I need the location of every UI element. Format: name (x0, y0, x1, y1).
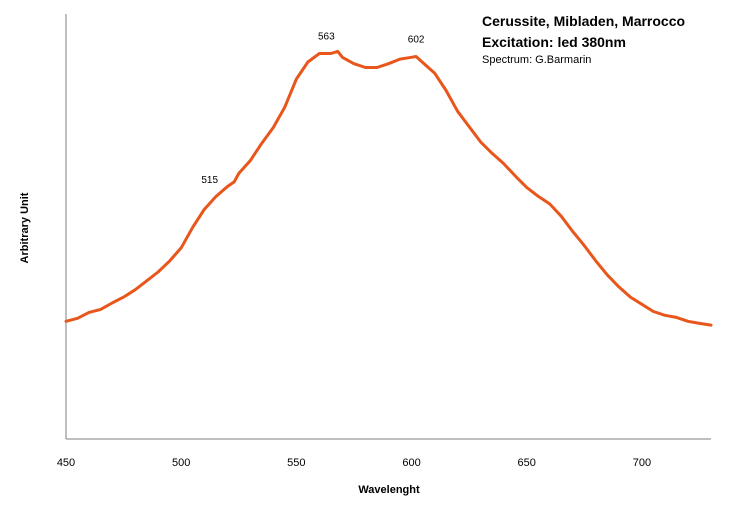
peak-annotation: 602 (408, 35, 425, 46)
x-tick-label: 650 (518, 457, 536, 469)
x-tick-label: 600 (402, 457, 420, 469)
series-line-emission-spectrum (64, 49, 713, 327)
chart-credit: Spectrum: G.Barmarin (482, 54, 591, 66)
peak-annotation: 563 (318, 32, 335, 43)
y-axis-title: Arbitrary Unit (19, 192, 31, 263)
peak-annotation: 515 (201, 175, 218, 186)
x-tick-labels: 450 500 550 600 650 700 (57, 457, 651, 469)
x-tick-label: 550 (287, 457, 305, 469)
x-tick-label: 450 (57, 457, 75, 469)
x-axis-title: Wavelenght (358, 484, 420, 496)
chart-subtitle: Excitation: led 380nm (482, 34, 626, 50)
peak-annotations: 515 563 602 (201, 32, 425, 186)
axes (65, 14, 711, 440)
x-tick-label: 700 (633, 457, 651, 469)
x-tick-label: 500 (172, 457, 190, 469)
chart-title: Cerussite, Mibladen, Marrocco (482, 13, 685, 29)
